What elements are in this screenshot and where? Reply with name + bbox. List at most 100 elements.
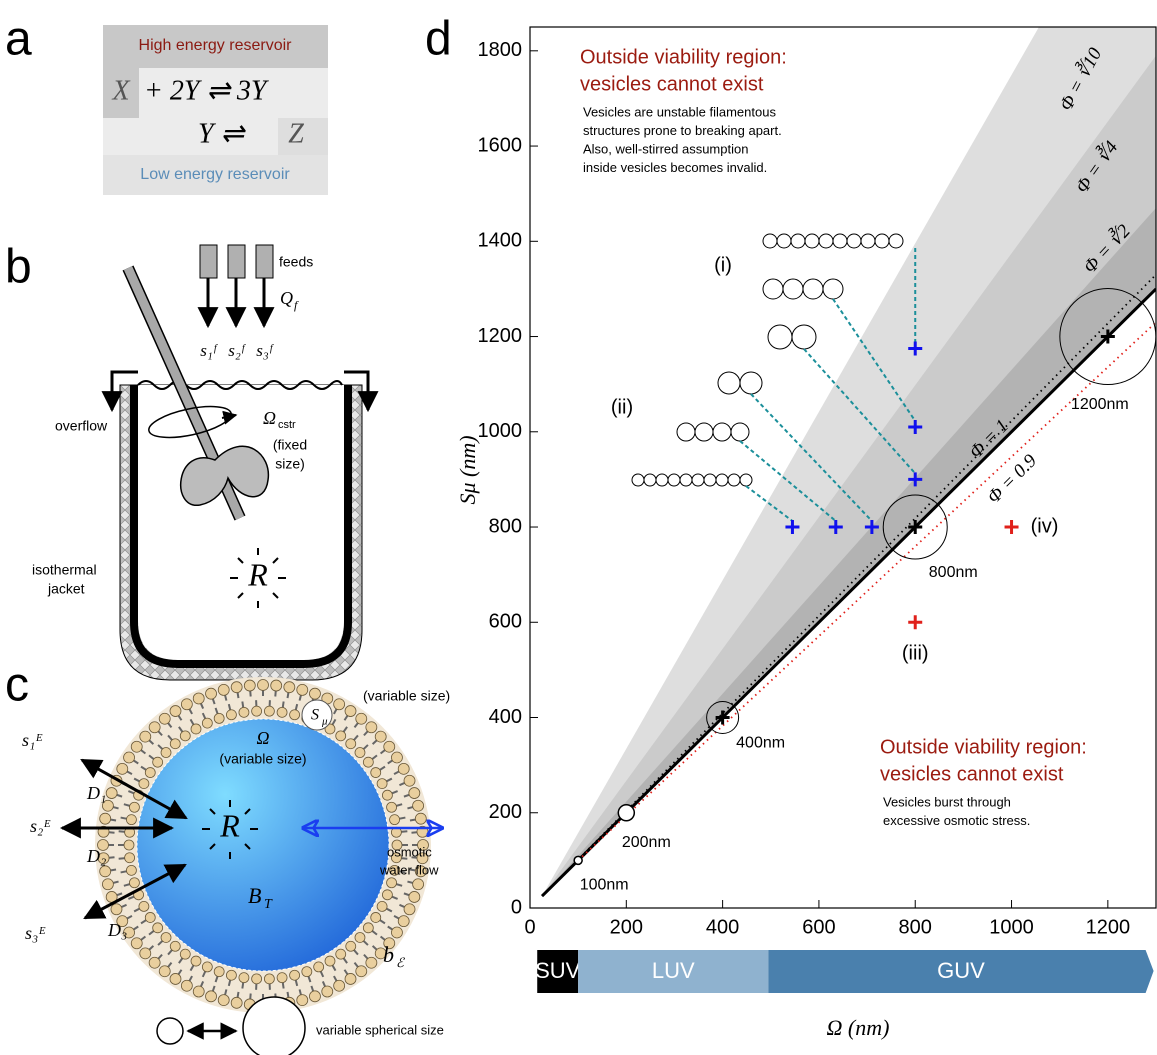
figure: a b c d High energy reservoir X + 2Y ⇌ 3… <box>0 0 1157 1055</box>
diffusion-label: D₂ <box>86 846 106 866</box>
group-label: (ii) <box>611 396 633 418</box>
lipid-head <box>181 980 192 991</box>
lipid-head <box>180 731 190 741</box>
feed <box>228 245 245 278</box>
vesicle-chain <box>875 234 889 248</box>
vesicle-chain <box>668 474 680 486</box>
lipid-head <box>382 890 392 900</box>
panel-label: d <box>425 13 452 66</box>
vesicle-chain <box>819 234 833 248</box>
vesicle-chain <box>728 474 740 486</box>
region-text: Vesicles are unstable filamentous <box>583 104 776 119</box>
region-text: structures prone to breaking apart. <box>583 123 782 138</box>
vesicle-chain <box>791 234 805 248</box>
reaction-label: R <box>247 556 268 592</box>
point-label: (iv) <box>1031 515 1059 537</box>
lipid-head <box>355 748 365 758</box>
feed-label: s₂ᶠ <box>228 341 247 360</box>
lipid-head <box>325 956 335 966</box>
lipid-head <box>124 752 135 763</box>
lipid-head <box>290 970 300 980</box>
lipid-head <box>375 731 386 742</box>
lipid-head <box>111 904 122 915</box>
x-tick-label: 800 <box>899 916 932 938</box>
vesicle-chain <box>677 423 695 441</box>
region-text: inside vesicles becomes invalid. <box>583 160 767 175</box>
feed <box>256 245 273 278</box>
species-label: s₂ᴱ <box>30 816 51 836</box>
lipid-head <box>404 904 415 915</box>
lipid-head <box>356 966 367 977</box>
page: { "panel_labels": ["a", "b", "c", "d"], … <box>0 0 1157 1055</box>
panel-c: (variable size) S μ Ω (variable size) s₁… <box>22 677 450 1055</box>
region-text: Also, well-stirred assumption <box>583 141 748 156</box>
lipid-head <box>363 923 373 933</box>
lipid-head <box>346 739 356 749</box>
x-tick-label: 1000 <box>989 916 1034 938</box>
lipid-head <box>180 949 190 959</box>
y-tick-label: 800 <box>489 515 522 537</box>
lipid-head <box>181 699 192 710</box>
species-z: Z <box>288 118 304 149</box>
lipid-head <box>117 763 128 774</box>
x-tick-label: 200 <box>610 916 643 938</box>
lipid-head <box>129 878 139 888</box>
lipid-head <box>106 788 117 799</box>
lipid-head <box>159 713 170 724</box>
lipid-head <box>413 800 424 811</box>
lipid-head <box>297 995 308 1006</box>
lipid-head <box>271 680 282 691</box>
lipid-head <box>239 707 249 717</box>
lipid-head <box>391 752 402 763</box>
vesicle-chain <box>783 279 803 299</box>
diffusion-label: D₁ <box>86 783 106 803</box>
vesicle-chain <box>695 423 713 441</box>
lipid-head <box>334 980 345 991</box>
vesicle-chain <box>792 325 816 349</box>
lipid-head <box>345 973 356 984</box>
vesicle-chain <box>716 474 728 486</box>
flow-label-sub: f <box>294 298 299 312</box>
lipid-head <box>145 768 155 778</box>
y-tick-label: 1000 <box>478 420 523 442</box>
thickness-label-sub: μ <box>321 716 328 728</box>
lipid-head <box>363 757 373 767</box>
vesicle-chain <box>656 474 668 486</box>
lipid-head <box>398 916 409 927</box>
x-tick-label: 1200 <box>1086 916 1131 938</box>
buffer-label-sub: T <box>264 897 273 912</box>
region-text: Vesicles burst through <box>883 794 1011 809</box>
vesicle-label: 800nm <box>929 564 978 581</box>
lipid-head <box>161 748 171 758</box>
vesicle <box>574 856 582 864</box>
lipid-head <box>302 967 312 977</box>
lipid-head <box>226 710 236 720</box>
large-sphere <box>243 997 305 1055</box>
lipid-head <box>153 757 163 767</box>
fixed-label: (fixed <box>273 437 307 453</box>
lipid-head <box>170 941 180 951</box>
panel-a: High energy reservoir X + 2Y ⇌ 3Y Y ⇌ Z … <box>103 25 328 195</box>
feed-label: s₃ᶠ <box>256 341 275 360</box>
lipid-head <box>159 966 170 977</box>
lipid-head <box>218 995 229 1006</box>
small-sphere <box>157 1018 183 1044</box>
vesicle-chain <box>680 474 692 486</box>
jacket-label: isothermal <box>32 562 97 578</box>
x-axis-label: Ω (nm) <box>827 1015 890 1040</box>
lipid-head <box>131 938 142 949</box>
region-text: excessive osmotic stress. <box>883 813 1030 828</box>
lipid-head <box>170 739 180 749</box>
lipid-head <box>336 949 346 959</box>
lipid-head <box>371 912 381 922</box>
membrane-label-sub: ℰ <box>396 955 405 970</box>
lipid-head <box>366 722 377 733</box>
size-class-label: LUV <box>652 958 695 983</box>
lipid-head <box>140 948 151 959</box>
species-x: X <box>111 75 130 106</box>
lipid-head <box>404 775 415 786</box>
species-label: s₁ᴱ <box>22 730 43 750</box>
lipid-head <box>284 682 295 693</box>
osmotic-label: osmotic <box>387 844 432 859</box>
panel-b: feeds Q f s₁ᶠ s₂ᶠ s₃ᶠ overflow Ω cstr (f… <box>32 245 368 680</box>
